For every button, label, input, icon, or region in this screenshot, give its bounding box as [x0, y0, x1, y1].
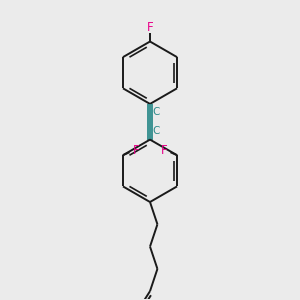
Text: C: C	[153, 107, 160, 117]
Text: C: C	[153, 126, 160, 136]
Text: F: F	[147, 21, 153, 34]
Text: F: F	[160, 144, 167, 157]
Text: F: F	[133, 144, 140, 157]
